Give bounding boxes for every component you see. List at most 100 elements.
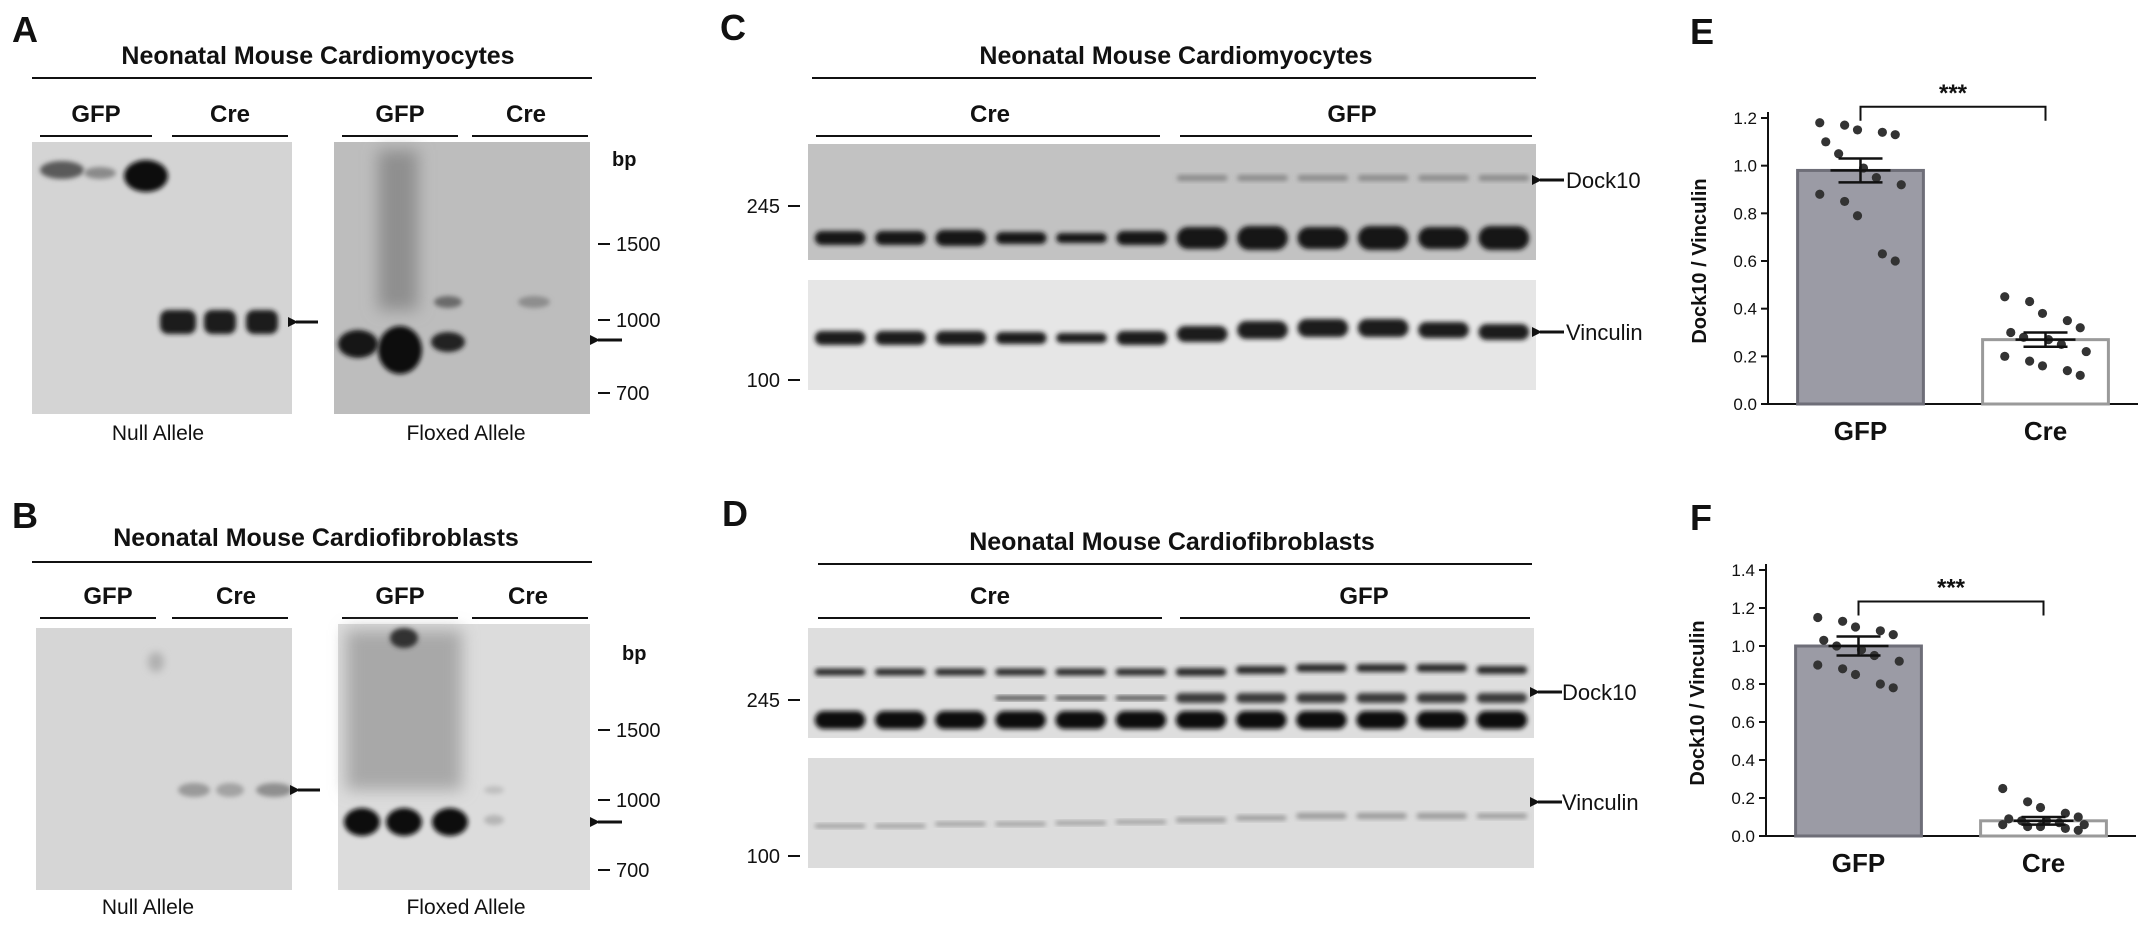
band-label-vinculin: Vinculin bbox=[1566, 320, 1643, 345]
panel-f: F 0.0 0.2 0.4 0.6 0.8 1.0 1.2 1.4 Dock10 / Vincu… bbox=[1687, 497, 2136, 878]
marker-1000: 1000 bbox=[616, 310, 661, 332]
group-label-cre: Cre bbox=[970, 101, 1010, 128]
data-point bbox=[1890, 130, 1900, 140]
panel-b: B Neonatal Mouse Cardiofibroblasts GFP C… bbox=[12, 495, 661, 919]
blot-band bbox=[1176, 227, 1228, 249]
blot-vinculin bbox=[808, 758, 1534, 868]
y-tick-label: 0.2 bbox=[1733, 347, 1757, 366]
blot-band bbox=[995, 696, 1046, 700]
data-point bbox=[1815, 118, 1825, 128]
data-point bbox=[2073, 812, 2083, 822]
panel-d-label: D bbox=[722, 493, 748, 534]
group-label-gfp: GFP bbox=[1339, 583, 1388, 610]
blot-band bbox=[1115, 820, 1167, 824]
data-point bbox=[1877, 127, 1887, 137]
group-label-gfp: GFP bbox=[1327, 101, 1376, 128]
blot-dock10 bbox=[808, 628, 1534, 738]
data-point bbox=[1834, 149, 1844, 159]
blot-band bbox=[814, 824, 866, 828]
y-tick-label: 0.4 bbox=[1733, 300, 1757, 319]
data-point bbox=[1840, 120, 1850, 130]
band-label-vinculin: Vinculin bbox=[1562, 790, 1639, 815]
blot-vinculin bbox=[808, 280, 1536, 390]
data-point bbox=[2079, 820, 2089, 830]
group-label-cre: Cre bbox=[210, 101, 250, 128]
data-point bbox=[2060, 808, 2070, 818]
caption-null-allele: Null Allele bbox=[112, 422, 204, 445]
data-point bbox=[2004, 814, 2014, 824]
blot-band bbox=[995, 332, 1047, 344]
marker-100: 100 bbox=[747, 370, 780, 392]
chart-f: 0.0 0.2 0.4 0.6 0.8 1.0 1.2 1.4 Dock10 / Vinculi… bbox=[1687, 561, 2136, 878]
marker-1000: 1000 bbox=[616, 790, 661, 812]
panel-e: E 0.0 0.2 0.4 0.6 0.8 1.0 1.2 Dock10 / Vinculin… bbox=[1689, 11, 2138, 446]
data-point bbox=[1877, 249, 1887, 259]
blot-band bbox=[1416, 711, 1468, 729]
y-tick-label: 1.2 bbox=[1733, 109, 1757, 128]
gel-floxed-allele bbox=[338, 624, 590, 890]
panel-e-label: E bbox=[1690, 11, 1714, 52]
blot-band bbox=[1356, 693, 1407, 703]
data-point bbox=[2000, 292, 2010, 302]
blot-band bbox=[1237, 175, 1288, 181]
data-point bbox=[1894, 656, 1904, 666]
blot-band bbox=[875, 331, 926, 345]
panel-d-title: Neonatal Mouse Cardiofibroblasts bbox=[969, 528, 1375, 556]
group-label-cre: Cre bbox=[970, 583, 1010, 610]
gel-null-allele bbox=[32, 142, 292, 414]
blot-band bbox=[814, 331, 866, 345]
blot-band bbox=[814, 231, 866, 245]
band-row bbox=[814, 175, 1530, 250]
panel-b-title: Neonatal Mouse Cardiofibroblasts bbox=[113, 524, 519, 552]
marker-700: 700 bbox=[616, 383, 649, 405]
blot-band bbox=[1296, 664, 1347, 672]
blot-band bbox=[1416, 664, 1468, 672]
data-point bbox=[1815, 189, 1825, 199]
y-axis-label: Dock10 / Vinculin bbox=[1687, 620, 1709, 785]
panel-f-label: F bbox=[1690, 497, 1712, 538]
x-category-label: GFP bbox=[1832, 848, 1885, 878]
blot-band bbox=[1476, 666, 1528, 674]
blot-band bbox=[1235, 815, 1287, 821]
blot-band bbox=[1055, 696, 1107, 700]
blot-band bbox=[1296, 711, 1347, 729]
marker-245: 245 bbox=[747, 196, 780, 218]
blot-band bbox=[1116, 331, 1168, 345]
data-point bbox=[2037, 361, 2048, 371]
blot-band bbox=[1297, 175, 1349, 181]
blot-band bbox=[1175, 711, 1227, 729]
panel-c: C Neonatal Mouse Cardiomyocytes Cre GFP … bbox=[720, 7, 1643, 392]
blot-band bbox=[1418, 227, 1469, 249]
caption-null-allele: Null Allele bbox=[102, 896, 194, 919]
blot-band bbox=[1297, 319, 1349, 337]
y-tick-label: 0.4 bbox=[1731, 751, 1755, 770]
blot-band bbox=[1418, 322, 1469, 338]
blot-band bbox=[1237, 321, 1288, 339]
data-point bbox=[1813, 612, 1823, 623]
data-point bbox=[2062, 315, 2072, 326]
y-axis-label: Dock10 / Vinculin bbox=[1689, 178, 1711, 343]
x-category-label: Cre bbox=[2024, 416, 2067, 446]
band-label-dock10: Dock10 bbox=[1562, 680, 1637, 705]
data-point bbox=[2081, 346, 2091, 357]
blot-band bbox=[1056, 333, 1107, 343]
y-tick-label: 1.4 bbox=[1731, 561, 1755, 580]
y-tick-label: 1.0 bbox=[1731, 637, 1755, 656]
data-point bbox=[1871, 172, 1881, 183]
blot-band bbox=[935, 230, 987, 246]
blot-band bbox=[1476, 693, 1528, 703]
data-point bbox=[2073, 825, 2083, 835]
data-point bbox=[2062, 366, 2072, 376]
blot-band bbox=[1176, 175, 1228, 181]
blot-band bbox=[1478, 324, 1530, 340]
data-point bbox=[1850, 622, 1861, 632]
data-point bbox=[1896, 180, 1906, 190]
blot-band bbox=[874, 824, 926, 828]
y-tick-label: 0.6 bbox=[1733, 252, 1757, 271]
panel-a: A Neonatal Mouse Cardiomyocytes GFP Cre … bbox=[12, 9, 661, 445]
blot-band bbox=[1176, 326, 1228, 342]
bp-unit-label: bp bbox=[612, 149, 636, 171]
y-tick-label: 1.0 bbox=[1733, 157, 1757, 176]
blot-band bbox=[1055, 711, 1107, 729]
